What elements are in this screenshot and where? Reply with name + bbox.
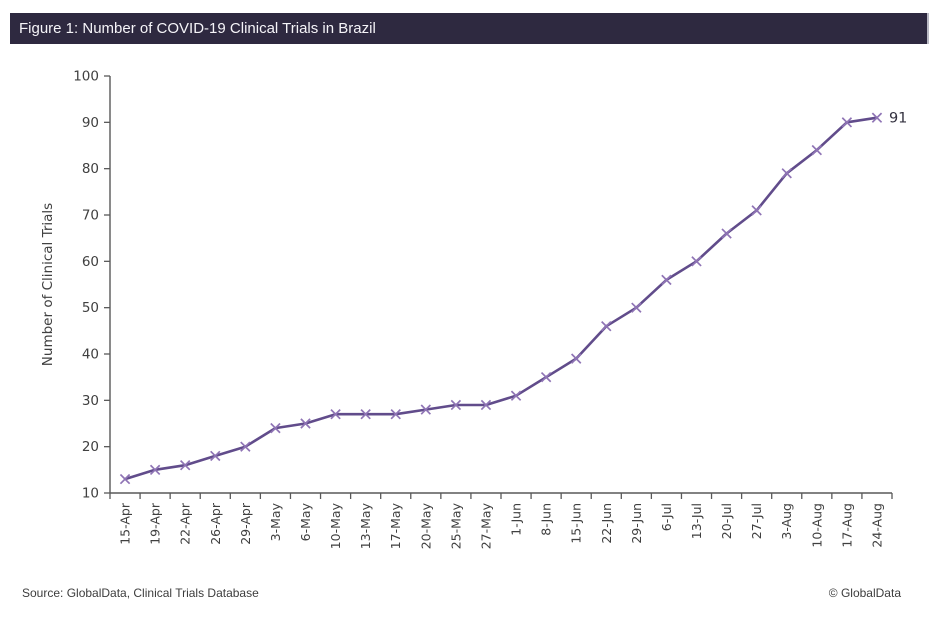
data-point-marker xyxy=(721,228,732,239)
data-point-marker xyxy=(149,464,161,476)
x-tick-label: 13-Jul xyxy=(689,503,704,539)
data-point-marker xyxy=(781,168,792,179)
copyright-note: © GlobalData xyxy=(828,586,901,600)
x-tick-label: 15-Apr xyxy=(118,502,133,545)
x-tick-label: 6-May xyxy=(298,502,313,541)
x-tick-label: 17-May xyxy=(388,502,403,549)
y-tick-label: 10 xyxy=(82,486,99,502)
y-tick-label: 50 xyxy=(82,300,99,316)
data-point-marker xyxy=(210,450,221,462)
y-axis-title: Number of Clinical Trials xyxy=(40,203,56,366)
data-point-marker xyxy=(510,390,522,401)
y-tick-label: 100 xyxy=(73,69,99,85)
x-tick-label: 19-Apr xyxy=(148,502,163,545)
last-point-data-label: 91 xyxy=(889,111,907,127)
data-point-marker xyxy=(631,302,642,313)
data-point-marker xyxy=(691,256,702,267)
y-tick-label: 60 xyxy=(82,254,99,270)
x-tick-label: 29-Jun xyxy=(629,503,644,544)
data-point-marker xyxy=(811,144,823,156)
x-tick-label: 15-Jun xyxy=(569,503,584,544)
x-tick-label: 22-Jun xyxy=(599,503,614,544)
y-tick-label: 70 xyxy=(82,208,99,224)
data-point-marker xyxy=(240,441,251,452)
data-point-marker xyxy=(300,418,311,429)
x-tick-label: 29-Apr xyxy=(238,502,253,545)
x-tick-label: 10-Aug xyxy=(809,503,824,548)
data-point-marker xyxy=(871,112,883,123)
data-point-marker xyxy=(420,404,432,415)
y-tick-label: 20 xyxy=(82,439,99,455)
x-tick-label: 22-Apr xyxy=(178,502,193,545)
data-point-marker xyxy=(480,399,492,411)
x-tick-label: 25-May xyxy=(448,502,463,549)
data-point-marker xyxy=(661,274,672,286)
data-point-marker xyxy=(119,473,131,485)
x-tick-label: 3-Aug xyxy=(779,503,794,540)
x-tick-label: 10-May xyxy=(328,502,343,549)
data-point-marker xyxy=(570,353,582,364)
source-note: Source: GlobalData, Clinical Trials Data… xyxy=(22,586,259,600)
x-tick-label: 3-May xyxy=(268,502,283,541)
x-tick-label: 20-May xyxy=(418,502,433,549)
x-tick-label: 6-Jul xyxy=(659,503,674,531)
y-tick-label: 90 xyxy=(82,115,99,131)
x-tick-label: 27-Jul xyxy=(749,503,764,539)
data-point-marker xyxy=(540,371,552,383)
data-point-marker xyxy=(450,399,462,411)
data-point-marker xyxy=(270,422,281,434)
figure-title-bar: Figure 1: Number of COVID-19 Clinical Tr… xyxy=(10,13,929,44)
x-tick-label: 20-Jul xyxy=(719,503,734,539)
data-point-marker xyxy=(179,459,191,471)
series-line xyxy=(124,116,878,481)
x-tick-label: 24-Aug xyxy=(869,503,884,548)
x-tick-label: 8-Jun xyxy=(539,503,554,536)
x-tick-label: 17-Aug xyxy=(839,503,854,548)
data-point-marker xyxy=(330,409,341,420)
data-point-marker xyxy=(751,205,762,216)
line-chart: 10 20 30 40 50 60 70 80 90 100 15-Apr 19-Apr 22-Apr 2… xyxy=(40,69,907,550)
x-tick-label: 13-May xyxy=(358,502,373,549)
data-point-marker xyxy=(390,409,401,420)
data-point-marker xyxy=(601,320,612,332)
x-tick-label: 26-Apr xyxy=(208,502,223,545)
x-tick-label: 1-Jun xyxy=(509,503,524,536)
y-tick-label: 80 xyxy=(82,161,99,177)
data-point-marker xyxy=(841,117,853,128)
y-tick-label: 40 xyxy=(82,347,99,363)
x-tick-label: 27-May xyxy=(478,502,493,549)
y-tick-label: 30 xyxy=(82,393,99,409)
figure-title: Figure 1: Number of COVID-19 Clinical Tr… xyxy=(19,20,376,37)
data-point-marker xyxy=(360,409,371,420)
